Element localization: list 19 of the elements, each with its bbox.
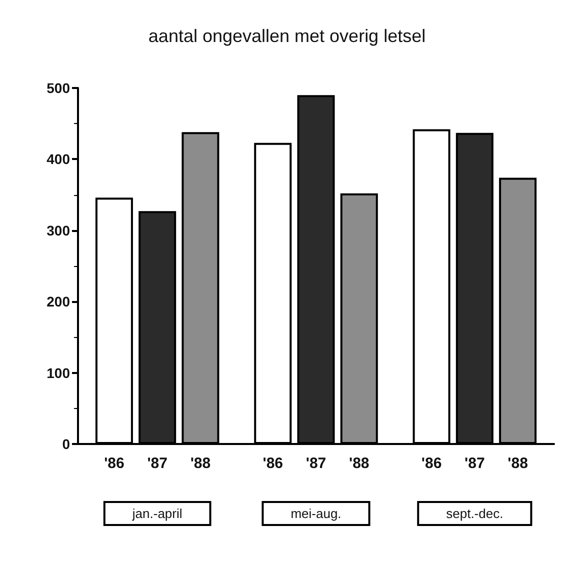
- text: '88: [508, 455, 528, 472]
- series-label: '88: [190, 455, 211, 472]
- y-tick-label: 200: [46, 294, 70, 310]
- x-tick-label: sept.-dec.: [446, 506, 504, 521]
- y-tick-label: 0: [62, 436, 70, 452]
- y-tick-label: 400: [46, 151, 70, 168]
- chart-title: aantal ongevallen met overig letsel: [148, 26, 426, 46]
- y-tick-label: 300: [46, 222, 70, 238]
- series-label: '87: [147, 455, 168, 472]
- y-tick-label: 500: [46, 80, 70, 96]
- text: '86: [421, 455, 442, 472]
- text: '87: [464, 455, 485, 472]
- text: '87: [306, 455, 326, 472]
- text: '88: [348, 455, 370, 472]
- series-label: '86: [104, 455, 124, 472]
- text: '86: [262, 455, 284, 472]
- x-tick-label: mei-aug.: [290, 506, 342, 521]
- x-tick-label: jan.-april: [131, 506, 182, 521]
- y-tick-label: 100: [46, 364, 70, 381]
